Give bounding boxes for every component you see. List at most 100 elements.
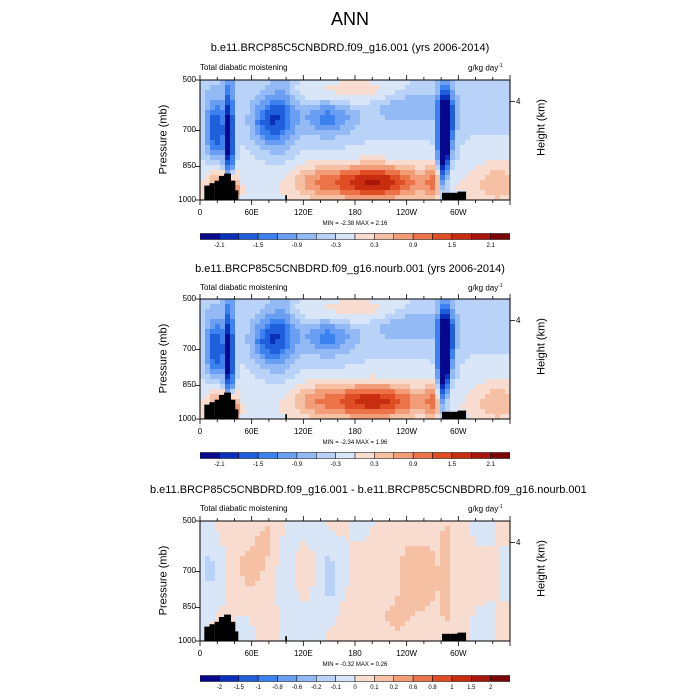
contour-cell xyxy=(310,636,316,642)
contour-cell xyxy=(245,160,251,166)
contour-cell xyxy=(230,140,236,146)
contour-cell xyxy=(345,409,351,415)
contour-cell xyxy=(390,566,396,572)
contour-cell xyxy=(355,551,361,557)
contour-cell xyxy=(495,546,501,552)
contour-cell xyxy=(450,369,456,375)
contour-cell xyxy=(315,561,321,567)
contour-cell xyxy=(215,521,221,527)
contour-cell xyxy=(355,180,361,186)
contour-cell xyxy=(415,150,421,156)
contour-cell xyxy=(265,334,271,340)
min-max-text: MIN = -0.32 MAX = 0.26 xyxy=(322,662,388,668)
contour-cell xyxy=(240,195,246,201)
contour-cell xyxy=(355,526,361,532)
contour-cell xyxy=(290,105,296,111)
contour-cell xyxy=(300,631,306,637)
contour-cell xyxy=(485,369,491,375)
contour-cell xyxy=(415,521,421,527)
contour-cell xyxy=(265,571,271,577)
contour-cell xyxy=(465,90,471,96)
contour-cell xyxy=(225,526,231,532)
contour-cell xyxy=(410,125,416,131)
contour-cell xyxy=(275,175,281,181)
contour-cell xyxy=(400,591,406,597)
contour-cell xyxy=(275,110,281,116)
contour-cell xyxy=(315,155,321,161)
topography-mask xyxy=(209,402,215,419)
contour-cell xyxy=(470,526,476,532)
contour-cell xyxy=(345,601,351,607)
contour-cell xyxy=(460,304,466,310)
contour-cell xyxy=(290,359,296,365)
contour-cell xyxy=(385,611,391,617)
contour-cell xyxy=(215,314,221,320)
contour-cell xyxy=(405,314,411,320)
contour-cell xyxy=(265,606,271,612)
y-tick-label: 850 xyxy=(182,161,196,171)
contour-cell xyxy=(260,140,266,146)
contour-cell xyxy=(490,120,496,126)
contour-cell xyxy=(405,359,411,365)
contour-cell xyxy=(200,115,206,121)
contour-cell xyxy=(320,115,326,121)
contour-cell xyxy=(340,636,346,642)
contour-cell xyxy=(300,626,306,632)
contour-cell xyxy=(505,596,511,602)
contour-cell xyxy=(390,185,396,191)
contour-cell xyxy=(255,155,261,161)
contour-cell xyxy=(340,175,346,181)
contour-cell xyxy=(320,309,326,315)
contour-cell xyxy=(410,314,416,320)
contour-cell xyxy=(235,100,241,106)
contour-cell xyxy=(460,319,466,325)
contour-cell xyxy=(435,369,441,375)
contour-cell xyxy=(410,110,416,116)
contour-cell xyxy=(205,140,211,146)
colorbar-box xyxy=(432,452,453,459)
contour-cell xyxy=(330,354,336,360)
contour-cell xyxy=(380,611,386,617)
contour-cell xyxy=(395,611,401,617)
contour-cell xyxy=(500,349,506,355)
contour-cell xyxy=(475,304,481,310)
contour-cell xyxy=(285,404,291,410)
contour-cell xyxy=(465,195,471,201)
contour-cell xyxy=(500,309,506,315)
contour-cell xyxy=(320,190,326,196)
contour-cell xyxy=(390,160,396,166)
contour-cell xyxy=(390,389,396,395)
contour-cell xyxy=(460,596,466,602)
contour-cell xyxy=(390,621,396,627)
contour-cell xyxy=(350,95,356,101)
contour-cell xyxy=(455,389,461,395)
contour-cell xyxy=(275,384,281,390)
contour-cell xyxy=(330,576,336,582)
contour-cell xyxy=(420,611,426,617)
contour-cell xyxy=(385,304,391,310)
contour-cell xyxy=(460,160,466,166)
contour-cell xyxy=(260,621,266,627)
contour-cell xyxy=(305,551,311,557)
contour-cell xyxy=(440,140,446,146)
contour-cell xyxy=(280,155,286,161)
contour-cell xyxy=(395,591,401,597)
contour-cell xyxy=(415,334,421,340)
y-tick-label: 700 xyxy=(182,566,196,576)
contour-cell xyxy=(230,394,236,400)
contour-cell xyxy=(395,536,401,542)
colorbar-box xyxy=(354,233,375,240)
contour-cell xyxy=(385,409,391,415)
contour-cell xyxy=(420,339,426,345)
contour-cell xyxy=(375,531,381,537)
contour-cell xyxy=(245,364,251,370)
contour-cell xyxy=(500,175,506,181)
contour-cell xyxy=(315,299,321,305)
contour-cell xyxy=(315,160,321,166)
contour-cell xyxy=(345,636,351,642)
contour-cell xyxy=(295,195,301,201)
contour-cell xyxy=(395,526,401,532)
contour-cell xyxy=(370,185,376,191)
contour-cell xyxy=(390,115,396,121)
contour-cell xyxy=(325,354,331,360)
